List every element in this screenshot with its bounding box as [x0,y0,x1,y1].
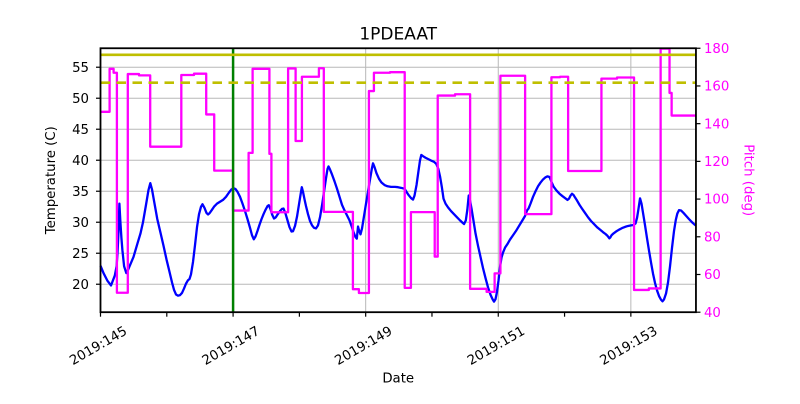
x-tick-label: 2019:145 [67,324,130,369]
y-right-tick-label: 40 [704,306,721,321]
y-left-axis-label: Temperature (C) [44,126,59,235]
y-right-tick-label: 80 [704,230,721,245]
temperature-series-line [99,153,697,303]
y-right-tick-label: 60 [704,268,721,283]
y-left-ticks [96,66,101,285]
y-right-tick-label: 160 [704,80,729,95]
y-left-tick-label: 40 [72,154,89,169]
x-ticks [99,312,632,317]
y-left-tick-label: 45 [72,123,89,138]
gridlines [100,48,696,313]
x-tick-label: 2019:147 [200,324,263,369]
y-right-tick-label: 140 [704,117,729,132]
x-tick-label: 2019:149 [333,324,396,369]
pitch-series-line [100,47,696,295]
y-left-tick-label: 55 [72,61,89,76]
y-left-tick-label: 25 [72,247,89,262]
y-right-tick-label: 180 [704,42,729,57]
y-right-tick-label: 100 [704,193,729,208]
y-left-tick-label: 20 [72,278,89,293]
x-tick-label: 2019:151 [465,324,528,369]
y-right-tick-label: 120 [704,155,729,170]
y-right-ticks [695,47,701,313]
y-left-tick-label: 35 [72,185,89,200]
y-left-tick-label: 30 [72,216,89,231]
x-axis-label: Date [382,372,414,387]
chart-title: 1PDEAAT [359,24,437,44]
y-right-axis-label: Pitch (deg) [741,144,756,216]
axes-spines [99,47,697,314]
x-tick-label: 2019:153 [598,324,661,369]
y-left-tick-label: 50 [72,92,89,107]
